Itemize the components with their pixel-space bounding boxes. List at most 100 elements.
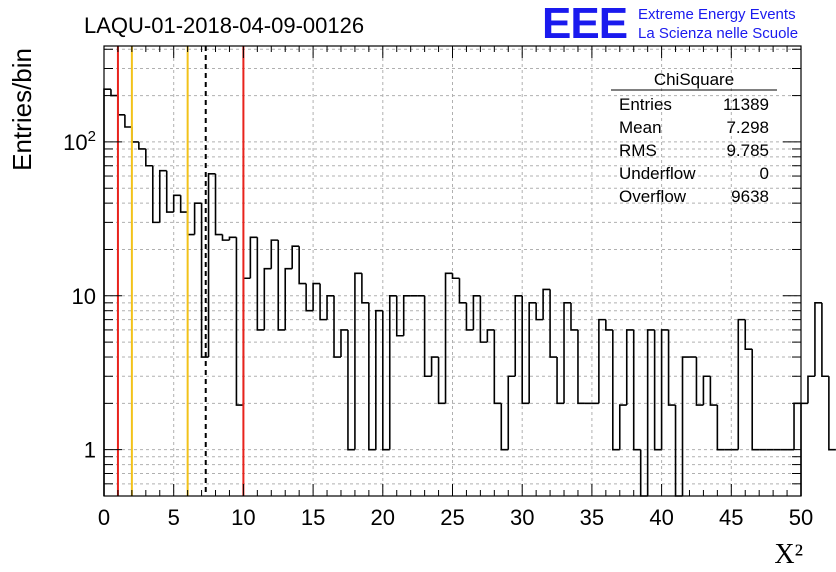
- histogram-bin: [577, 329, 585, 405]
- histogram-bin: [347, 329, 355, 451]
- histogram-bin: [521, 295, 530, 405]
- x-tick-label: 50: [789, 505, 813, 530]
- histogram-bin: [291, 245, 300, 269]
- histogram-bin: [667, 329, 676, 406]
- histogram-bin: [660, 329, 669, 450]
- y-tick-label: 102: [63, 128, 96, 155]
- stats-box: ChiSquare Entries 11389 Mean 7.298 RMS 9…: [611, 70, 777, 206]
- histogram-bin: [444, 272, 453, 404]
- histogram-bin: [514, 294, 523, 377]
- eee-logo-line1: Extreme Energy Events: [638, 6, 796, 23]
- histogram-bin: [354, 272, 362, 450]
- histogram-bin: [179, 195, 188, 213]
- histogram-bin: [430, 356, 439, 377]
- histogram-bin: [200, 203, 209, 358]
- x-tick-label: 0: [98, 505, 110, 530]
- histogram-bin: [563, 302, 571, 404]
- histogram-bin: [716, 405, 725, 451]
- x-tick-label: 25: [440, 505, 464, 530]
- y-tick-label: 1: [84, 438, 96, 463]
- histogram-bin: [535, 302, 544, 321]
- histogram-bin: [507, 375, 516, 450]
- chart-title: LAQU-01-2018-04-09-00126: [84, 13, 364, 38]
- histogram-bin: [646, 329, 655, 496]
- histogram-bin: [709, 376, 718, 406]
- histogram-bin: [368, 302, 376, 451]
- x-tick-label: 30: [510, 505, 534, 530]
- histogram-bin: [326, 294, 335, 320]
- histogram-bin: [793, 402, 801, 450]
- grid: [104, 46, 801, 496]
- x-tick-label: 20: [371, 505, 395, 530]
- histogram-bin: [193, 202, 202, 235]
- x-tick-label: 35: [580, 505, 604, 530]
- histogram-bin: [493, 329, 502, 405]
- x-tick-label: 40: [649, 505, 673, 530]
- histogram-bin: [382, 310, 390, 451]
- histogram-bin: [695, 357, 704, 406]
- histogram-bin: [500, 403, 509, 451]
- stats-value-underflow: 0: [760, 164, 769, 183]
- histogram-bin: [207, 173, 216, 358]
- histogram-bin: [165, 170, 174, 213]
- histogram-bin: [158, 169, 167, 223]
- stats-label-underflow: Underflow: [619, 164, 696, 183]
- histogram-bin: [458, 278, 467, 304]
- histogram-bin: [702, 375, 711, 406]
- histogram-bin: [305, 283, 314, 312]
- histogram-bin: [138, 141, 146, 150]
- histogram-bin: [110, 89, 118, 97]
- histogram-bin: [375, 309, 383, 450]
- histogram-bin: [319, 283, 328, 321]
- histogram-bin: [549, 289, 558, 358]
- histogram-bin: [437, 357, 446, 405]
- y-axis-label: Entries/bin: [7, 48, 37, 171]
- histogram-bin: [612, 329, 620, 451]
- x-tick-label: 5: [168, 505, 180, 530]
- histogram-bin: [172, 194, 181, 213]
- histogram-bin: [528, 302, 537, 404]
- histogram-bin: [744, 319, 753, 350]
- histogram-bin: [263, 267, 272, 330]
- histogram-bin: [821, 302, 829, 378]
- eee-logo: EEE Extreme Energy Events La Scienza nel…: [542, 2, 832, 46]
- histogram-bin: [472, 294, 481, 330]
- histogram-bin: [361, 273, 369, 304]
- histogram-bin: [145, 148, 153, 167]
- histogram-bin: [124, 114, 132, 128]
- histogram-bin: [228, 236, 237, 241]
- x-tick-label: 15: [301, 505, 325, 530]
- histogram-bin: [270, 239, 279, 269]
- histogram-bin: [388, 294, 397, 450]
- histogram-bin: [256, 237, 265, 331]
- stats-name: ChiSquare: [654, 70, 734, 89]
- eee-logo-mark: EEE: [542, 0, 628, 48]
- histogram-bin: [814, 302, 822, 377]
- histogram-bin: [395, 295, 404, 337]
- stats-value-mean: 7.298: [726, 118, 769, 137]
- histogram-bin: [556, 357, 565, 405]
- histogram-bin: [131, 126, 139, 143]
- histogram-bin: [402, 294, 411, 336]
- histogram-bin: [423, 295, 432, 378]
- histogram-bin: [674, 405, 683, 497]
- histogram-bin: [214, 173, 223, 236]
- histogram-bin: [751, 349, 760, 451]
- histogram-bin: [542, 288, 551, 320]
- histogram-bin: [333, 295, 341, 358]
- histogram-bin: [618, 404, 627, 450]
- stats-label-mean: Mean: [619, 118, 662, 137]
- histogram-bin: [653, 329, 662, 451]
- histogram-bin: [186, 212, 195, 236]
- histogram-bin: [340, 329, 348, 358]
- stats-value-overflow: 9638: [731, 187, 769, 206]
- histogram-bin: [598, 318, 606, 404]
- histogram-bin: [298, 246, 307, 285]
- histogram-bin: [235, 237, 244, 406]
- histogram-bin: [605, 319, 613, 331]
- histogram-bin: [249, 236, 258, 279]
- histogram-bin: [151, 165, 160, 224]
- x-tick-label: 10: [231, 505, 255, 530]
- histogram-bin: [625, 329, 634, 406]
